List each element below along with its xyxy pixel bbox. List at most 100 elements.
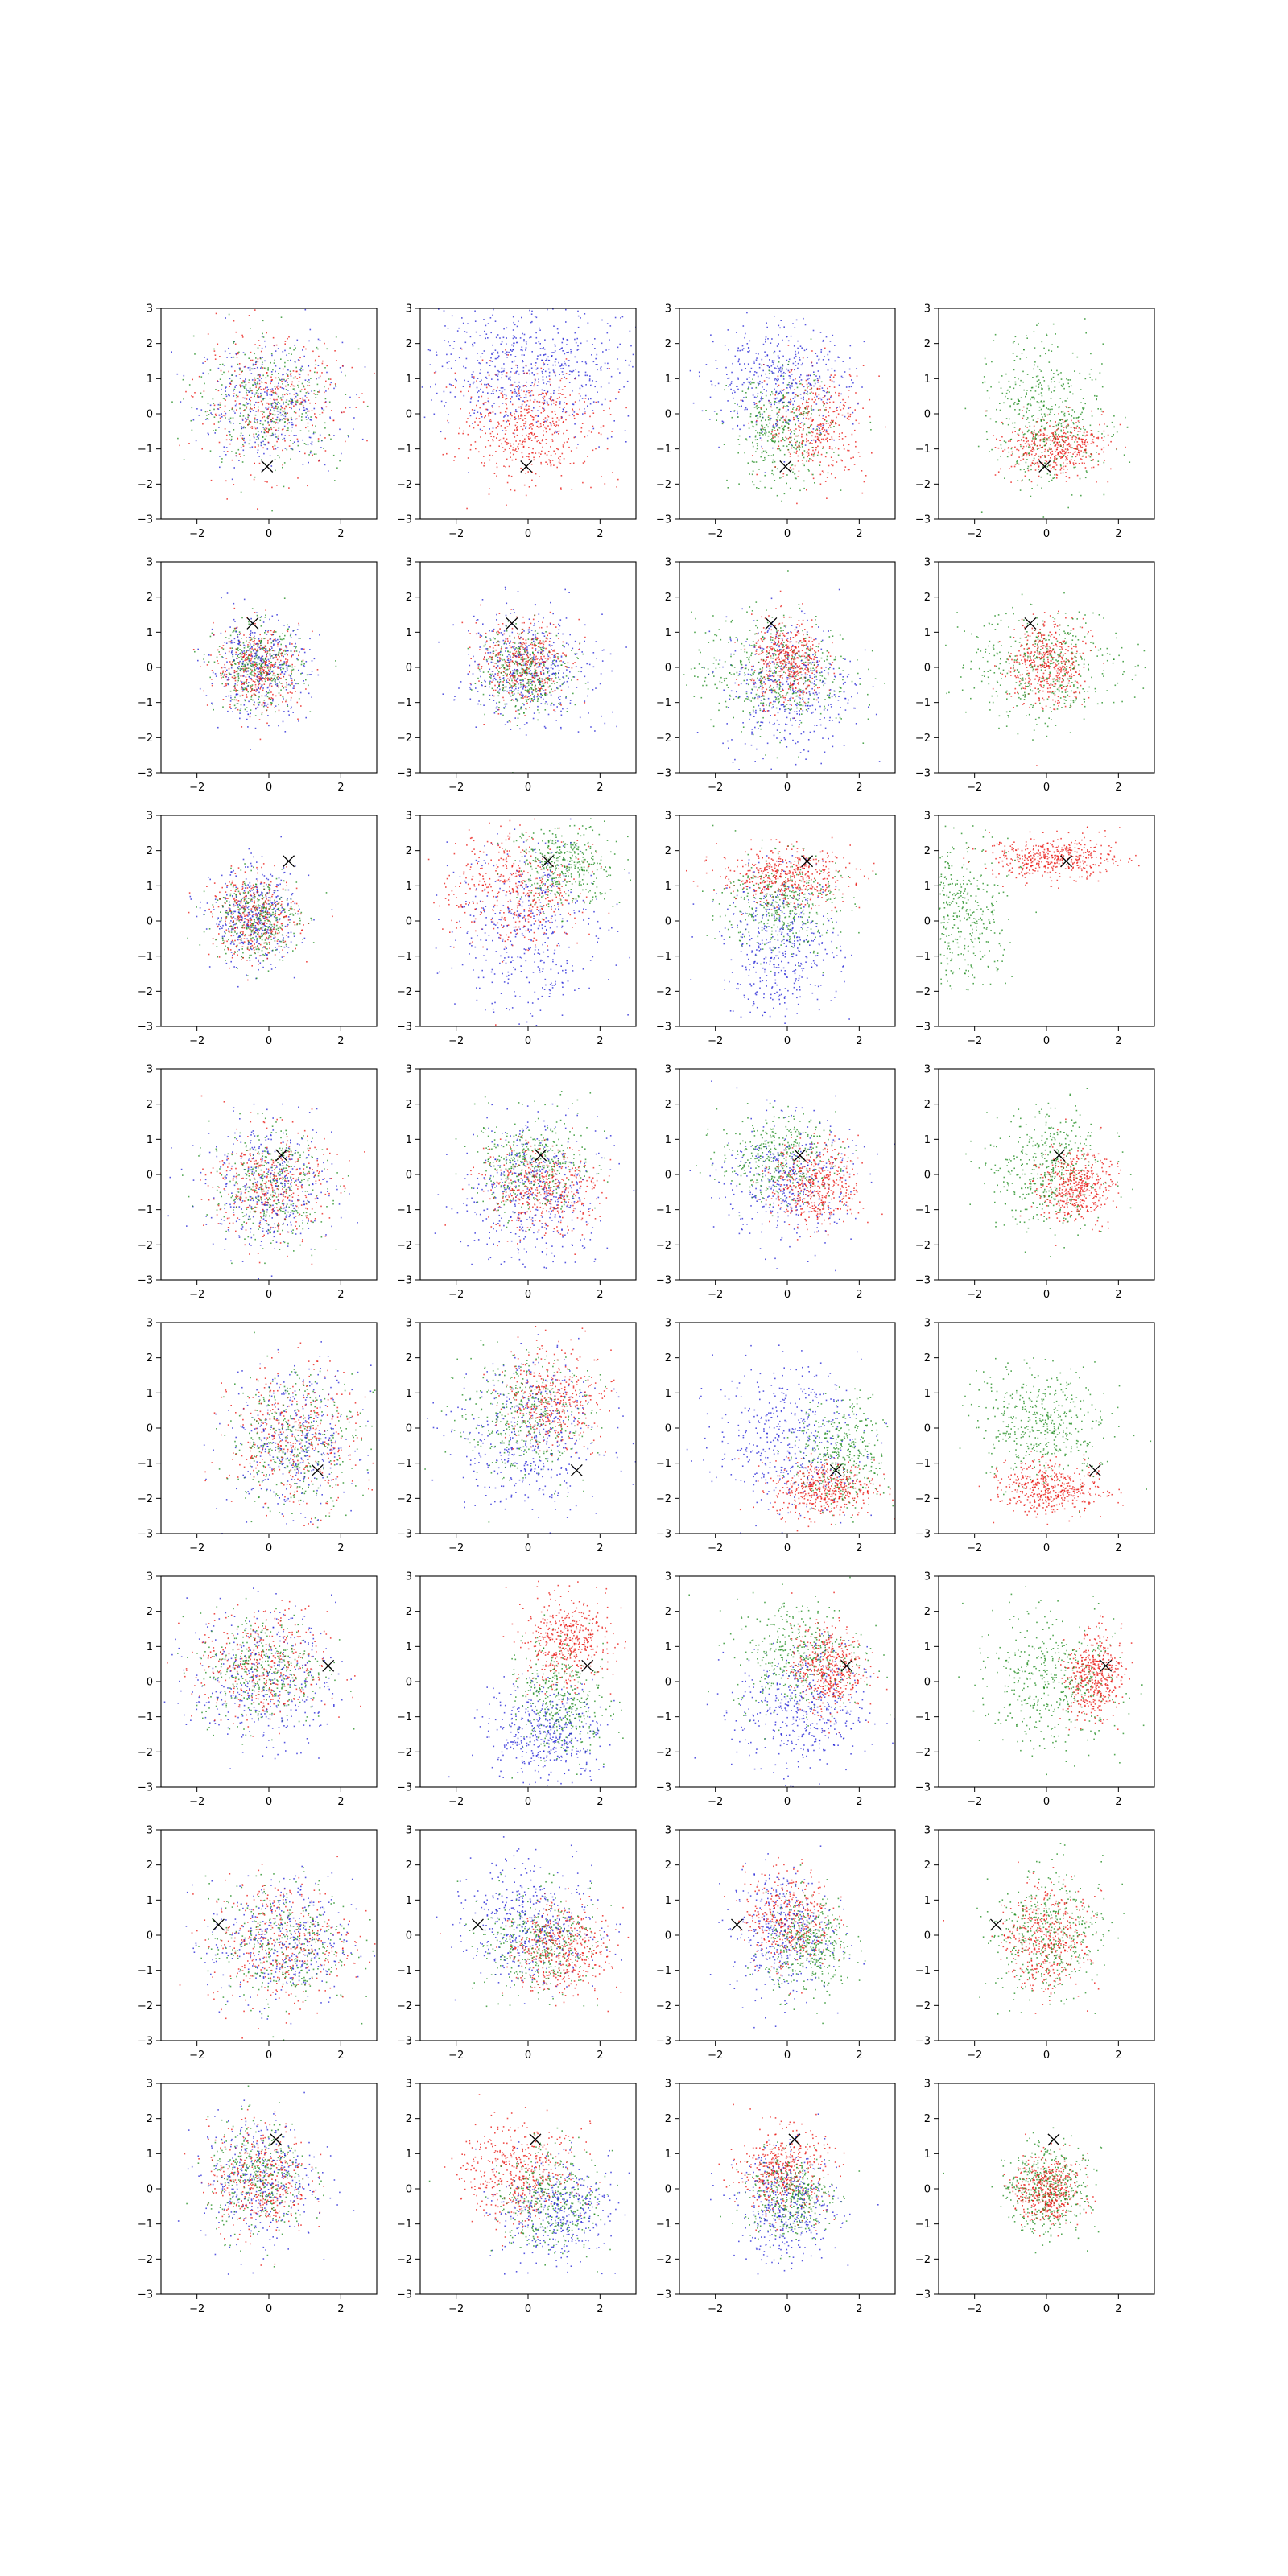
data-point bbox=[349, 396, 351, 398]
data-point bbox=[547, 415, 548, 416]
data-point bbox=[540, 394, 543, 395]
data-point bbox=[803, 415, 804, 416]
data-point bbox=[833, 452, 835, 453]
data-point bbox=[1070, 459, 1072, 460]
data-point bbox=[1066, 378, 1067, 380]
data-point bbox=[841, 432, 843, 434]
data-point bbox=[1063, 450, 1065, 452]
data-point bbox=[270, 702, 272, 704]
data-point bbox=[807, 456, 808, 458]
data-point bbox=[275, 638, 276, 640]
data-point bbox=[1053, 442, 1055, 444]
data-point bbox=[479, 407, 481, 409]
data-point bbox=[250, 359, 252, 361]
data-point bbox=[857, 402, 859, 405]
data-point bbox=[509, 385, 511, 386]
data-point bbox=[772, 427, 774, 429]
data-point bbox=[790, 387, 791, 390]
data-point bbox=[848, 407, 850, 409]
data-point bbox=[811, 405, 812, 407]
data-point bbox=[786, 336, 788, 337]
data-point bbox=[1046, 407, 1047, 409]
data-point bbox=[1073, 417, 1075, 419]
data-point bbox=[272, 417, 274, 419]
data-point bbox=[484, 330, 485, 332]
data-point bbox=[282, 411, 284, 413]
data-point bbox=[1059, 436, 1061, 438]
data-point bbox=[263, 431, 266, 433]
data-point bbox=[1014, 336, 1017, 338]
data-point bbox=[989, 418, 992, 420]
data-point bbox=[267, 422, 269, 424]
data-point bbox=[764, 432, 766, 435]
data-point bbox=[1046, 439, 1048, 440]
data-point bbox=[577, 326, 580, 328]
data-point bbox=[523, 354, 525, 356]
data-point bbox=[1055, 424, 1058, 427]
data-point bbox=[813, 371, 815, 373]
data-point bbox=[532, 435, 534, 436]
data-point bbox=[1063, 414, 1065, 415]
data-point bbox=[315, 364, 317, 365]
data-point bbox=[1017, 440, 1018, 442]
data-point bbox=[510, 475, 513, 477]
data-point bbox=[259, 679, 261, 681]
data-point bbox=[536, 440, 538, 443]
data-point bbox=[831, 464, 832, 466]
data-point bbox=[217, 380, 218, 382]
data-point bbox=[714, 385, 716, 387]
data-point bbox=[477, 400, 479, 402]
data-point bbox=[502, 437, 505, 440]
data-point bbox=[540, 425, 542, 427]
data-point bbox=[308, 430, 310, 432]
data-point bbox=[289, 370, 291, 373]
data-point bbox=[577, 315, 580, 317]
data-point bbox=[799, 489, 801, 492]
data-point bbox=[782, 431, 784, 434]
data-point bbox=[792, 362, 795, 365]
data-point bbox=[262, 436, 264, 438]
data-point bbox=[479, 421, 481, 423]
data-point bbox=[469, 415, 472, 417]
data-point bbox=[505, 430, 507, 431]
data-point bbox=[776, 419, 778, 422]
data-point bbox=[1076, 441, 1079, 443]
data-point bbox=[242, 382, 243, 384]
data-point bbox=[774, 460, 776, 463]
data-point bbox=[497, 433, 498, 435]
data-point bbox=[316, 346, 318, 349]
data-point bbox=[284, 650, 287, 652]
data-point bbox=[562, 374, 564, 375]
data-point bbox=[267, 389, 269, 390]
data-point bbox=[217, 403, 220, 406]
data-point bbox=[1060, 384, 1063, 386]
data-point bbox=[1075, 436, 1076, 438]
data-point bbox=[489, 444, 492, 447]
data-point bbox=[1040, 433, 1042, 436]
data-point bbox=[201, 448, 203, 450]
data-point bbox=[783, 461, 786, 463]
data-point bbox=[825, 423, 828, 424]
data-point bbox=[827, 391, 828, 393]
data-point bbox=[238, 363, 241, 365]
data-point bbox=[254, 441, 256, 444]
data-point bbox=[433, 413, 436, 415]
data-point bbox=[208, 433, 209, 436]
data-point bbox=[789, 386, 791, 388]
data-point bbox=[328, 470, 329, 472]
data-point bbox=[248, 636, 250, 638]
data-point bbox=[1034, 442, 1036, 444]
data-point bbox=[284, 634, 286, 637]
data-point bbox=[1045, 427, 1046, 428]
data-point bbox=[1048, 437, 1050, 439]
data-point bbox=[1067, 423, 1069, 426]
data-point bbox=[287, 418, 289, 420]
data-point bbox=[1060, 372, 1062, 374]
data-point bbox=[279, 397, 282, 399]
data-point bbox=[217, 421, 220, 423]
data-point bbox=[776, 397, 778, 399]
data-point bbox=[568, 365, 570, 367]
data-point bbox=[526, 390, 528, 393]
data-point bbox=[275, 344, 278, 346]
data-point bbox=[267, 631, 269, 633]
